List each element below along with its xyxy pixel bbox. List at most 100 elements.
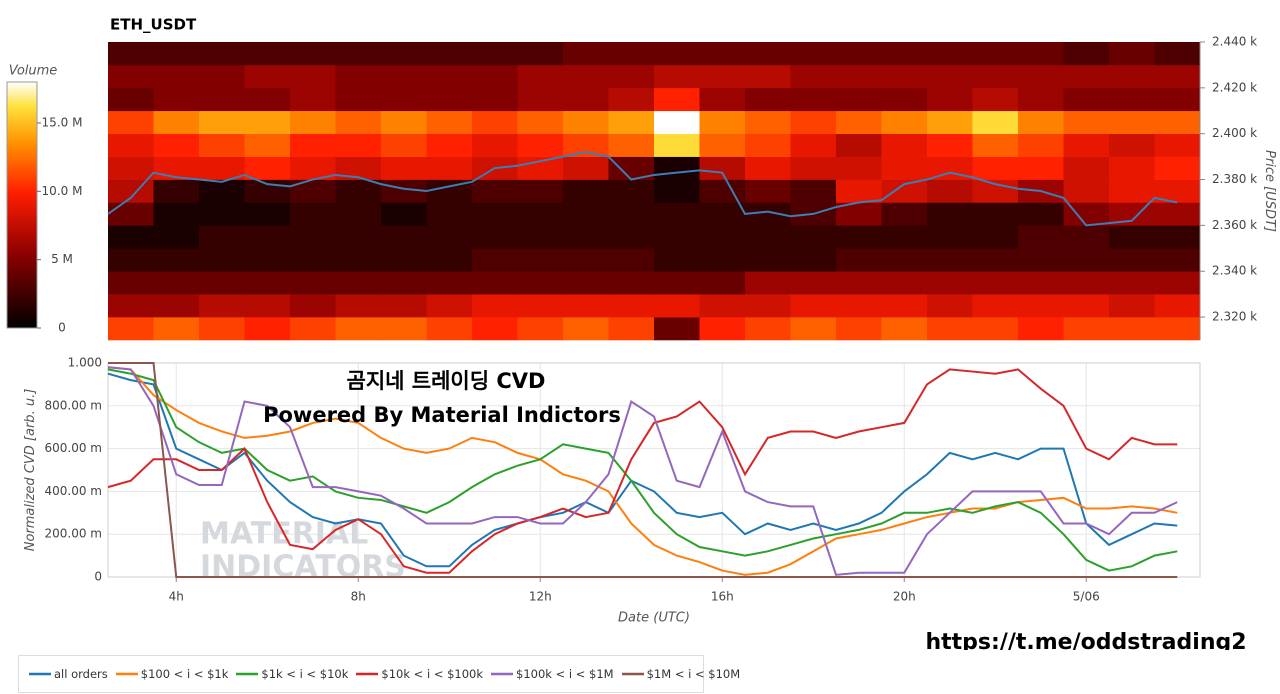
y-tick-label: 2.440 k: [1212, 35, 1257, 49]
heatmap-cell: [699, 110, 746, 134]
heatmap-cell: [927, 294, 973, 318]
y-tick-label: 1.000: [68, 356, 102, 370]
legend: all orders $100 < i < $1k $1k < i < $10k $1…: [18, 655, 740, 693]
heatmap-cell: [108, 248, 154, 272]
series-line: [107, 372, 1178, 568]
x-tick-label: 8h: [351, 590, 366, 604]
heatmap-cell: [927, 271, 973, 295]
heatmap-cell: [790, 133, 837, 157]
y-tick-label: 2.320 k: [1212, 310, 1257, 324]
legend-label: all orders: [54, 667, 108, 681]
heatmap-cell: [108, 202, 154, 226]
y-tick-label: 800.00 m: [45, 398, 103, 412]
heatmap-cell: [563, 133, 609, 157]
heatmap-cell: [745, 64, 791, 89]
legend-swatch: [29, 672, 51, 676]
heatmap-cell: [1018, 248, 1064, 272]
heatmap-cell: [881, 248, 928, 272]
heatmap-cell: [1018, 110, 1064, 134]
legend-entry[interactable]: all orders: [29, 667, 108, 681]
heatmap-cell: [517, 87, 564, 112]
heatmap-cell: [972, 179, 1019, 203]
heatmap-cell: [290, 87, 336, 112]
heatmap-cell: [1063, 179, 1110, 203]
heatmap-cell: [290, 156, 336, 180]
heatmap-cell: [836, 110, 882, 134]
legend-entry[interactable]: $1M < i < $10M: [621, 667, 741, 681]
heatmap-cell: [517, 225, 564, 249]
series-line: [107, 366, 1178, 576]
heatmap-cell: [199, 64, 245, 89]
heatmap-cell: [472, 87, 518, 112]
heatmap-cell: [608, 202, 655, 226]
heatmap-cell: [108, 64, 154, 89]
heatmap-cell: [290, 294, 336, 318]
heatmap-cell: [426, 225, 473, 249]
heatmap-cell: [426, 202, 473, 226]
legend-entry[interactable]: $1k < i < $10k: [236, 667, 348, 681]
heatmap-cell: [1018, 87, 1064, 112]
heatmap-cell: [927, 225, 973, 249]
legend-swatch: [621, 672, 644, 676]
heatmap-cell: [654, 294, 700, 318]
colorbar-tick-label: 15.0 M: [42, 116, 83, 130]
heatmap-cell: [972, 133, 1019, 157]
heatmap-cell: [381, 179, 427, 203]
heatmap-cell: [654, 110, 700, 134]
heatmap-cell: [426, 317, 473, 341]
heatmap-cell: [199, 225, 245, 249]
heatmap-cell: [608, 271, 655, 295]
heatmap-cell: [1154, 110, 1201, 134]
heatmap-cell: [1154, 87, 1201, 112]
heatmap-cell: [381, 317, 427, 341]
series-line: [108, 362, 1178, 578]
heatmap-cell: [1109, 294, 1155, 318]
y-tick-label: 400.00 m: [45, 484, 103, 498]
heatmap-cell: [244, 202, 291, 226]
heatmap-cell: [927, 202, 973, 226]
heatmap-cell: [108, 42, 154, 66]
heatmap-cell: [381, 156, 427, 180]
legend-entry[interactable]: $100k < i < $1M: [491, 667, 614, 681]
heatmap-cell: [108, 179, 154, 203]
heatmap-cell: [472, 42, 518, 66]
heatmap-cell: [199, 271, 245, 295]
heatmap-cell: [654, 133, 700, 157]
heatmap-cell: [1063, 202, 1110, 226]
heatmap-cell: [608, 87, 655, 112]
heatmap-cell: [790, 225, 837, 249]
heatmap-cell: [836, 225, 882, 249]
heatmap-cell: [517, 110, 564, 134]
legend-label: $1M < i < $10M: [646, 667, 741, 681]
heatmap-cell: [699, 248, 746, 272]
y-tick-label: 2.340 k: [1212, 264, 1257, 278]
heatmap-cell: [1063, 110, 1110, 134]
heatmap-cell: [1018, 156, 1064, 180]
heatmap-cell: [927, 42, 973, 66]
heatmap-cell: [426, 110, 473, 134]
heatmap-cell: [381, 87, 427, 112]
heatmap-cell: [745, 133, 791, 157]
series-line: [107, 368, 1178, 574]
heatmap-cell: [881, 133, 928, 157]
heatmap-cell: [1063, 248, 1110, 272]
heatmap-cell: [426, 271, 473, 295]
legend-entry[interactable]: $100 < i < $1k: [115, 667, 228, 681]
heatmap-cell: [790, 110, 837, 134]
heatmap-cell: [790, 64, 837, 89]
annotation: Powered By Material Indictors: [263, 403, 621, 427]
heatmap-cell: [381, 202, 427, 226]
heatmap-cell: [426, 179, 473, 203]
heatmap-cell: [1109, 225, 1155, 249]
heatmap-cell: [335, 179, 382, 203]
legend-entry[interactable]: $10k < i < $100k: [356, 667, 483, 681]
heatmap-cell: [335, 42, 382, 66]
heatmap-cell: [290, 110, 336, 134]
heatmap-cell: [108, 133, 154, 157]
heatmap-cell: [472, 225, 518, 249]
heatmap-cell: [881, 179, 928, 203]
heatmap-cell: [244, 156, 291, 180]
heatmap-cell: [381, 294, 427, 318]
legend-swatch: [236, 672, 259, 676]
heatmap-cell: [381, 64, 427, 89]
